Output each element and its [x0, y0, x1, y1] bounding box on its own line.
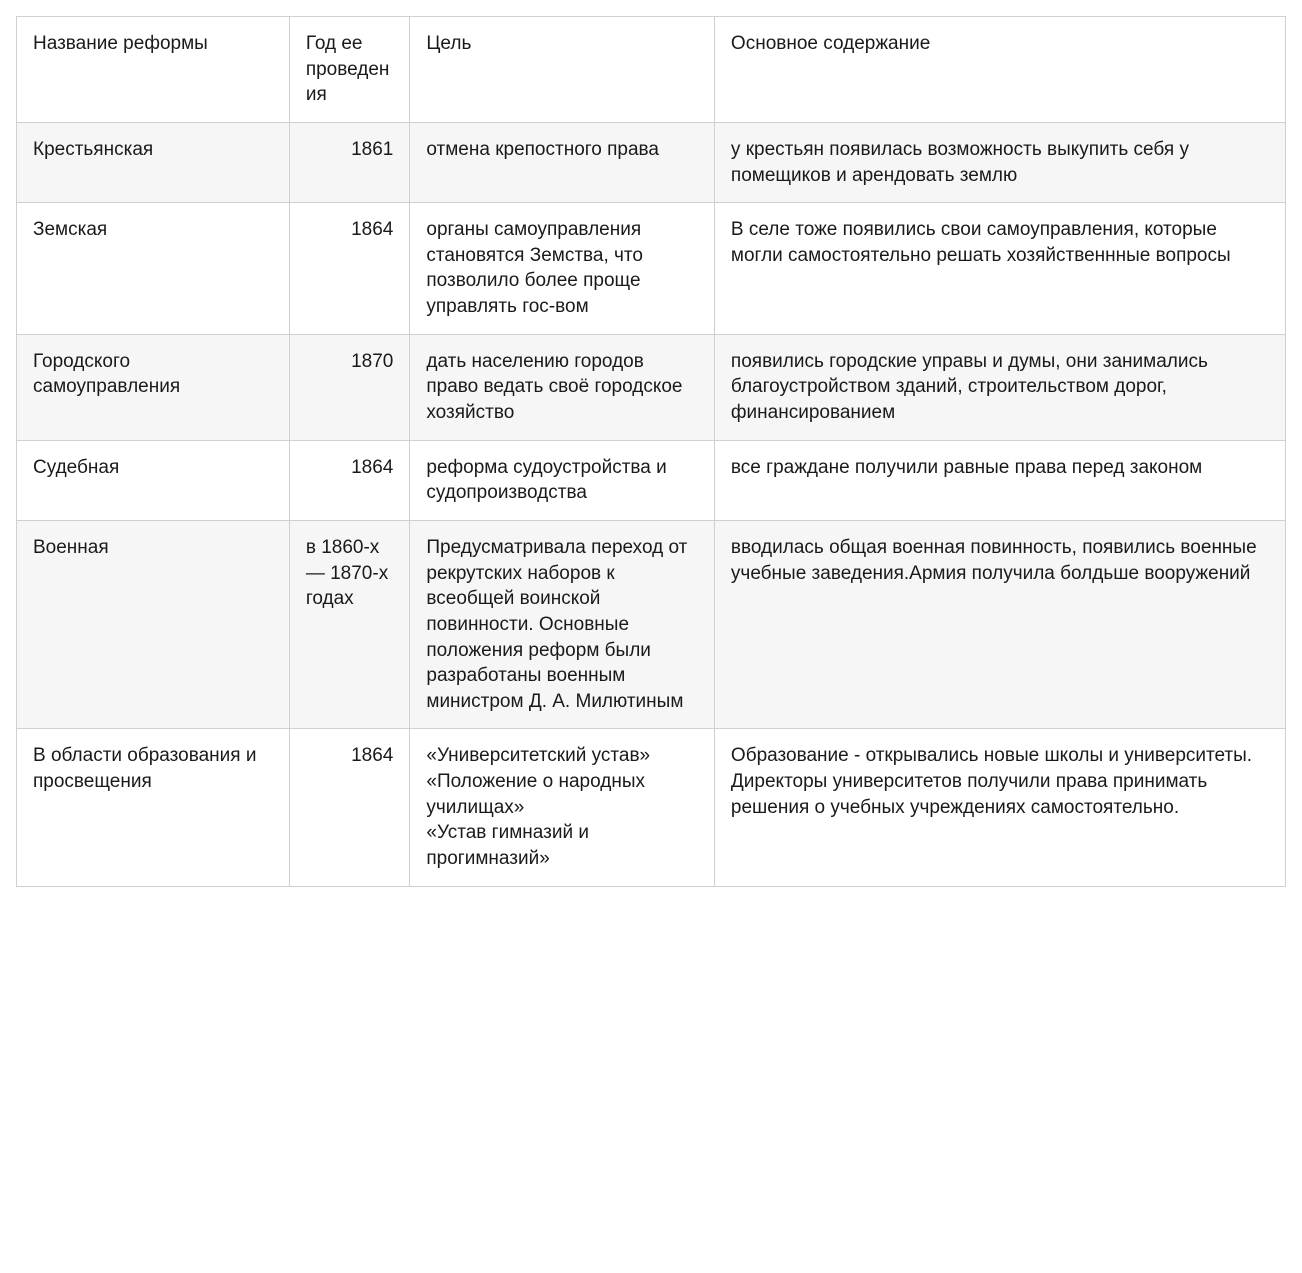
table-row: Земская 1864 органы самоуправления стано…: [17, 203, 1286, 335]
table-row: Крестьянская 1861 отмена крепостного пра…: [17, 122, 1286, 202]
cell-content: В селе тоже появились свои самоуправлени…: [714, 203, 1285, 335]
col-header-goal: Цель: [410, 17, 715, 123]
cell-goal: реформа судоустройства и судопроизводств…: [410, 440, 715, 520]
cell-goal: «Университетский устав» «Положение о нар…: [410, 729, 715, 886]
cell-year: 1864: [289, 729, 410, 886]
cell-name: Военная: [17, 520, 290, 728]
col-header-content: Основное содержание: [714, 17, 1285, 123]
cell-goal: Предусматривала переход от рекрутских на…: [410, 520, 715, 728]
table-body: Крестьянская 1861 отмена крепостного пра…: [17, 122, 1286, 886]
cell-content: все граждане получили равные права перед…: [714, 440, 1285, 520]
col-header-year: Год ее проведения: [289, 17, 410, 123]
col-header-name: Название реформы: [17, 17, 290, 123]
cell-year: в 1860-х — 1870-х годах: [289, 520, 410, 728]
cell-name: Земская: [17, 203, 290, 335]
cell-name: Городского самоуправления: [17, 334, 290, 440]
cell-year: 1864: [289, 440, 410, 520]
cell-goal: дать населению городов право ведать своё…: [410, 334, 715, 440]
cell-goal: органы самоуправления становятся Земства…: [410, 203, 715, 335]
table-row: Военная в 1860-х — 1870-х годах Предусма…: [17, 520, 1286, 728]
cell-content: вводилась общая военная повинность, появ…: [714, 520, 1285, 728]
cell-goal: отмена крепостного права: [410, 122, 715, 202]
table-header-row: Название реформы Год ее проведения Цель …: [17, 17, 1286, 123]
table-row: Городского самоуправления 1870 дать насе…: [17, 334, 1286, 440]
cell-content: Образование - открывались новые школы и …: [714, 729, 1285, 886]
reforms-table: Название реформы Год ее проведения Цель …: [16, 16, 1286, 887]
cell-year: 1864: [289, 203, 410, 335]
cell-content: появились городские управы и думы, они з…: [714, 334, 1285, 440]
cell-year: 1861: [289, 122, 410, 202]
cell-name: В области образования и просвещения: [17, 729, 290, 886]
cell-name: Крестьянская: [17, 122, 290, 202]
cell-name: Судебная: [17, 440, 290, 520]
table-row: Судебная 1864 реформа судоустройства и с…: [17, 440, 1286, 520]
cell-year: 1870: [289, 334, 410, 440]
table-row: В области образования и просвещения 1864…: [17, 729, 1286, 886]
cell-content: у крестьян появилась возможность выкупит…: [714, 122, 1285, 202]
